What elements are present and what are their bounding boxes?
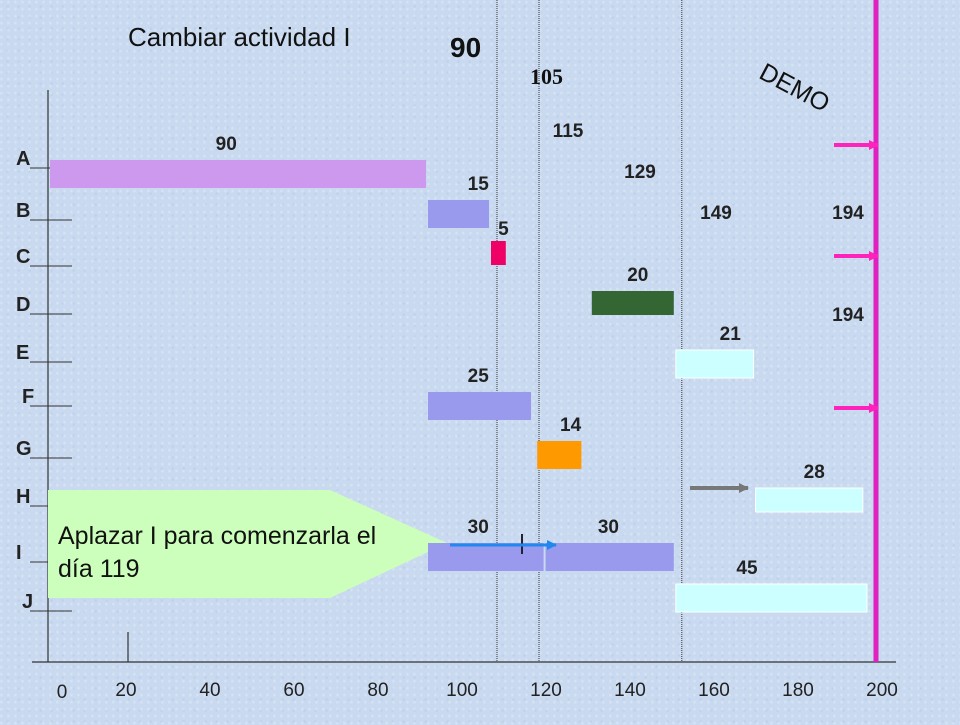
bar-J-10 [675,583,868,613]
bar-H-7 [755,487,864,513]
bar-label-C-2: 5 [498,219,509,240]
callout-shape [48,490,447,598]
row-label-B: B [16,200,30,222]
bar-label-D-3: 20 [627,265,648,286]
bar-label-B-1: 15 [468,174,490,195]
bar-label-E-4: 21 [720,324,742,345]
bar-label-G-6: 14 [560,415,582,436]
bar-I-8 [428,543,544,571]
slide-title: Cambiar actividad I [128,22,351,52]
bar-I-9 [545,543,674,571]
row-label-C: C [16,246,30,268]
row-label-I: I [16,542,22,564]
bar-E-4 [675,349,755,379]
day-105-marker: 105 [530,64,563,89]
milestone-label-2: 149 [700,203,732,224]
milestone-label-1: 129 [624,162,656,183]
x-tick-label-200: 200 [866,680,898,701]
bar-B-1 [428,200,489,228]
row-label-J: J [22,591,33,613]
row-label-H: H [16,486,30,508]
row-label-E: E [16,342,29,364]
row-label-A: A [16,148,30,170]
milestone-label-3: 194 [832,203,864,224]
bar-label-J-10: 45 [736,558,758,579]
x-tick-label-120: 120 [530,680,562,701]
callout-text: Aplazar I para comenzarla el día 119 [58,522,377,583]
x-tick-label-80: 80 [367,680,388,701]
row-label-F: F [22,386,34,408]
bar-A-0 [50,160,426,188]
milestone-label-4: 194 [832,305,864,326]
bar-label-I-8: 30 [468,517,489,538]
x-tick-label-140: 140 [614,680,646,701]
x-tick-label-40: 40 [199,680,220,701]
x-tick-label-160: 160 [698,680,730,701]
x-tick-label-180: 180 [782,680,814,701]
bar-G-6 [537,441,582,469]
bar-label-H-7: 28 [804,462,825,483]
bar-F-5 [428,392,531,420]
bar-D-3 [591,291,674,315]
x-tick-label-100: 100 [446,680,478,701]
bar-C-2 [491,241,506,265]
day-90-marker: 90 [450,32,482,63]
x-tick-label-0: 0 [57,682,68,703]
x-tick-label-20: 20 [115,680,136,701]
bar-label-F-5: 25 [468,366,490,387]
x-tick-label-60: 60 [283,680,304,701]
bar-label-I-9: 30 [598,517,619,538]
bar-label-A-0: 90 [216,134,237,155]
milestone-label-0: 115 [553,121,584,142]
row-label-G: G [16,438,32,460]
row-label-D: D [16,294,30,316]
